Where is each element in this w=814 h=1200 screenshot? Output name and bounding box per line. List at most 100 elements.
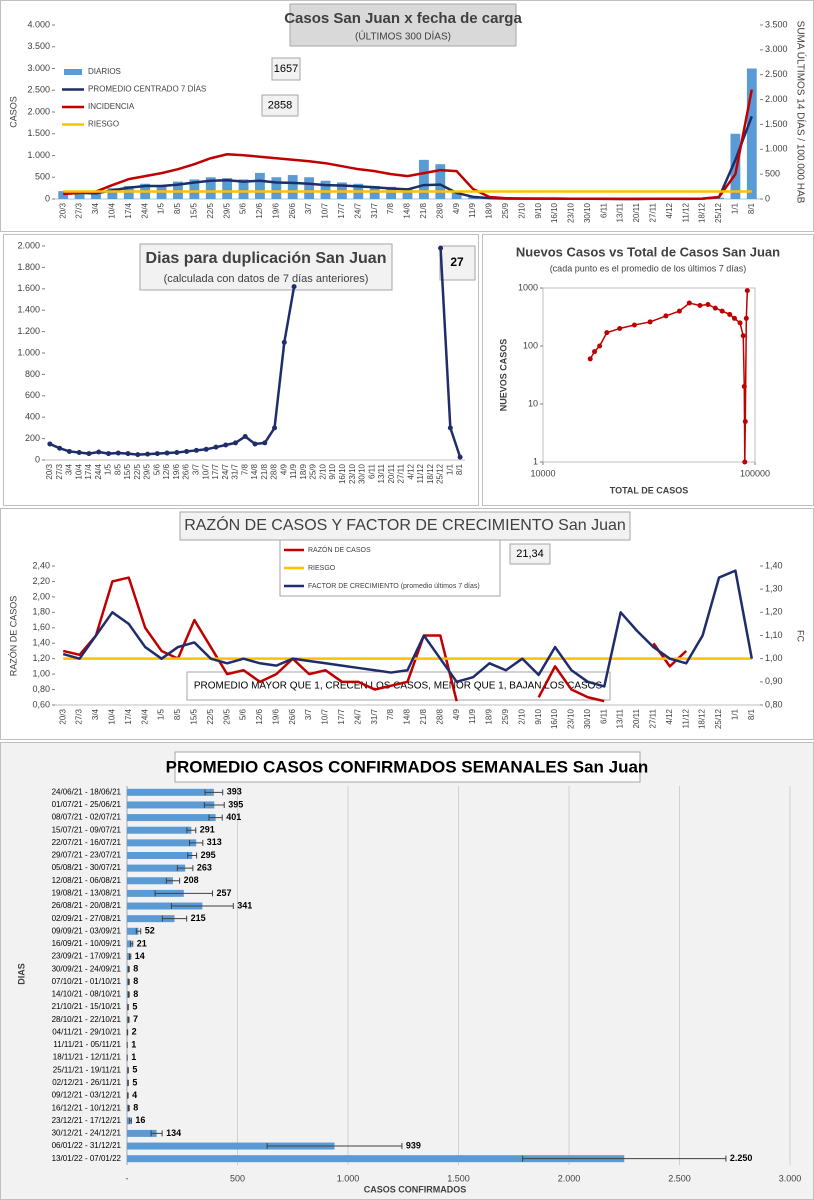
y-tick-label: 18/11/21 - 12/11/21 (53, 1053, 122, 1062)
chart-title: RAZÓN DE CASOS Y FACTOR DE CRECIMIENTO S… (184, 515, 626, 534)
value-label: 395 (228, 799, 243, 809)
bar (189, 179, 200, 199)
y-tick-label: 1.000 (765, 144, 788, 154)
y-tick-label: 09/12/21 - 03/12/21 (52, 1091, 122, 1100)
x-tick-label: 18/12 (698, 708, 707, 729)
value-label: 5 (132, 1077, 137, 1087)
x-tick-label: 2/10 (517, 708, 526, 724)
x-tick-label: 29/5 (222, 202, 231, 218)
y-tick-label: 0,90 (765, 676, 783, 686)
annotation: 1657 (274, 63, 298, 75)
point (731, 315, 737, 321)
y-tick-label: 2.000 (27, 106, 50, 116)
point (203, 446, 209, 452)
error-bar (186, 827, 197, 834)
y-tick-label: 100 (523, 340, 538, 350)
point (742, 418, 748, 424)
x-tick-label: 24/4 (140, 202, 149, 218)
y-tick-label: 07/10/21 - 01/10/21 (52, 977, 122, 986)
x-tick-label: 15/5 (189, 202, 198, 218)
x-tick-label: 3/7 (192, 463, 201, 475)
point (617, 326, 623, 332)
x-tick-label: 20/11 (632, 202, 641, 222)
error-bar (522, 1155, 727, 1162)
doubling-chart: 0 200 400 600 800 1.000 1.200 1.400 1.600 1.800 2.… (3, 234, 479, 506)
y-tick-label: 02/12/21 - 26/11/21 (52, 1078, 121, 1087)
plot-frame (542, 287, 756, 463)
y-tick-label: 1.200 (17, 326, 40, 336)
error-bar (135, 928, 142, 935)
series-line (62, 569, 754, 688)
legend-label: INCIDENCIA (88, 102, 135, 111)
point (174, 450, 180, 456)
y-tick-label: 06/01/22 - 31/12/21 (52, 1141, 122, 1150)
bar (127, 814, 216, 822)
x-tick-label: 3.000 (779, 1173, 802, 1183)
title-box (174, 751, 641, 783)
bar (127, 927, 139, 935)
value-label: 8 (133, 964, 138, 974)
x-tick-label: 12/6 (255, 202, 264, 218)
point (686, 300, 692, 306)
x-tick-label: 10/4 (74, 463, 83, 479)
point (737, 320, 743, 326)
y-tick-label: 400 (25, 412, 40, 422)
x-tick-label: 17/4 (84, 463, 93, 479)
bar (127, 953, 131, 961)
x-tick-label: 25/9 (501, 708, 510, 724)
legend-label: RAZÓN DE CASOS (308, 545, 371, 554)
y-tick-label: 0,80 (765, 699, 783, 709)
x-tick-label: 13/11 (377, 463, 386, 483)
x-tick-label: 4/12 (665, 202, 674, 218)
x-tick-label: 9/10 (534, 708, 543, 724)
y-tick-label: 4.000 (27, 19, 50, 29)
x-tick-label: 3/4 (91, 202, 100, 214)
annotation-box (261, 94, 299, 117)
point (164, 450, 170, 456)
x-tick-label: 7/8 (240, 463, 249, 475)
error-bar (127, 966, 130, 973)
x-tick-label: 25/12 (714, 202, 723, 223)
annotation-box (439, 245, 476, 281)
point (184, 448, 190, 454)
point (438, 245, 444, 251)
x-tick-label: 26/6 (288, 708, 297, 724)
point (727, 311, 733, 317)
point (676, 308, 682, 314)
x-tick-label: 14/8 (403, 202, 412, 218)
bar (127, 1117, 131, 1125)
title-box (179, 511, 631, 541)
value-label: 341 (237, 900, 252, 910)
point (597, 343, 603, 349)
x-tick-label: 27/11 (649, 202, 658, 222)
value-label: 5 (132, 1001, 137, 1011)
value-label: 14 (135, 951, 145, 961)
y-tick-label: 1.000 (27, 150, 50, 160)
bar (255, 172, 265, 199)
point (135, 452, 141, 458)
y-tick-label: 28/10/21 - 22/10/21 (52, 1015, 122, 1024)
x-tick-label: 11/9 (289, 463, 298, 479)
point (697, 302, 703, 308)
point (76, 450, 82, 456)
y-axis-title: RAZÓN DE CASOS (8, 596, 18, 677)
bar (222, 178, 233, 199)
x-tick-label: 25/12 (714, 708, 723, 729)
bar (304, 177, 315, 199)
y-tick-label: 2,00 (32, 591, 50, 601)
point (86, 451, 92, 457)
y-tick-label: 30/09/21 - 24/09/21 (52, 964, 122, 973)
value-label: 257 (217, 888, 232, 898)
chart-title: Casos San Juan x fecha de carga (284, 10, 522, 27)
legend-label: FACTOR DE CRECIMIENTO (promedio últimos … (308, 583, 480, 590)
y-tick-label: 0,80 (32, 684, 50, 694)
y-tick-label: 23/12/21 - 17/12/21 (52, 1116, 122, 1125)
x-tick-label: 3/7 (304, 202, 313, 214)
x-tick-label: 8/5 (113, 463, 122, 475)
y-tick-label: 10 (528, 398, 538, 408)
x-tick-label: 2/10 (517, 202, 526, 218)
x-tick-label: 10/7 (321, 708, 330, 724)
y-tick-label: 11/11/21 - 05/11/21 (53, 1040, 121, 1049)
legend-label: PROMEDIO CENTRADO 7 DÍAS (88, 85, 206, 94)
point (647, 319, 653, 325)
